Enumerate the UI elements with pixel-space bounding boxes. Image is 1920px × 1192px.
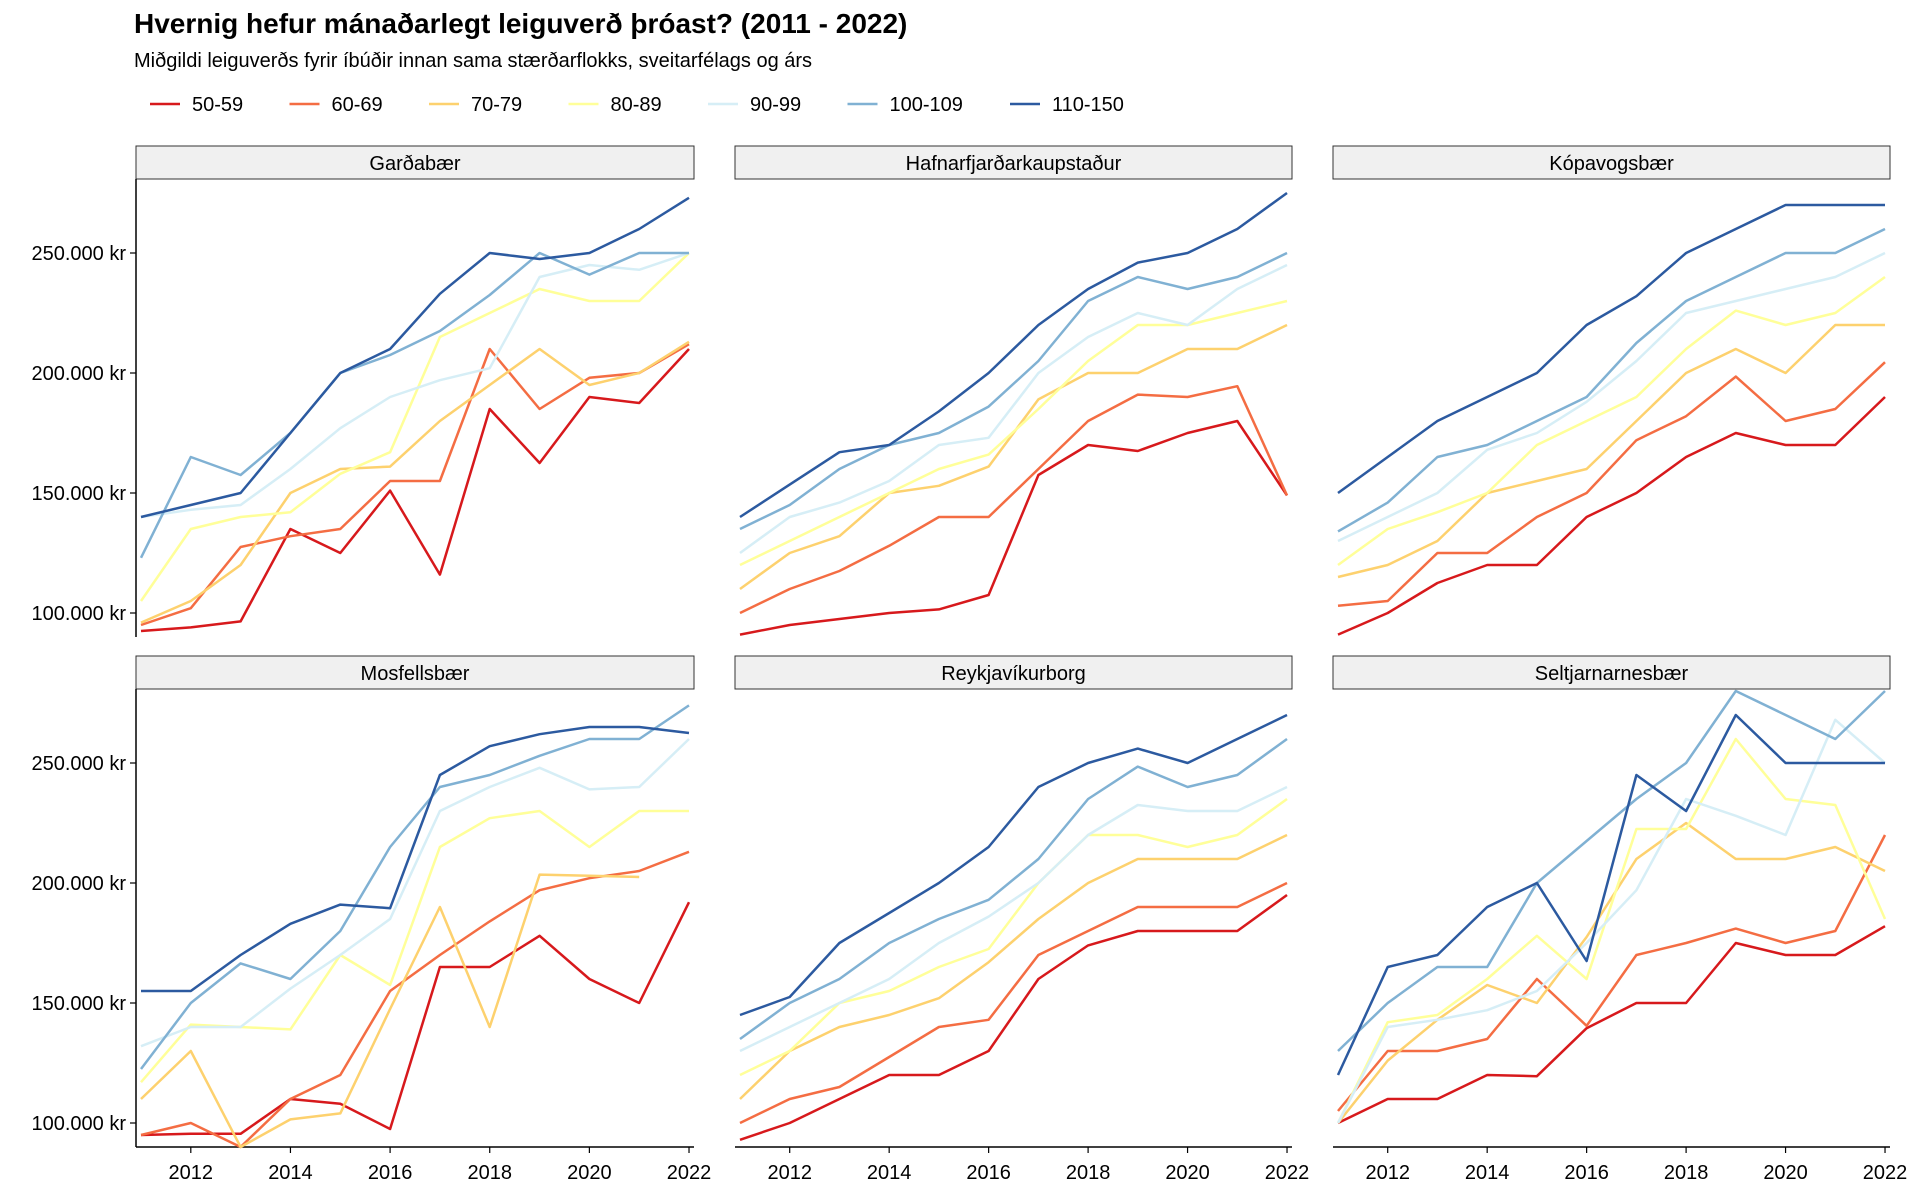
panel-6-x-tick-label: 2014 [1465, 1162, 1510, 1184]
chart-title: Hvernig hefur mánaðarlegt leiguverð þróa… [134, 8, 908, 39]
panel-3-series-80-89 [1337, 275, 1886, 567]
panel-4-strip-label: Mosfellsbær [361, 663, 470, 685]
panel-5-x-tick-label: 2020 [1165, 1162, 1210, 1184]
panel-6-strip [1332, 655, 1891, 690]
panel-1-series-110-150 [140, 196, 690, 519]
panel-4-series-50-59 [140, 901, 691, 1137]
panel-4-x-tick-label: 2016 [368, 1162, 413, 1184]
panel-3-series-90-99 [1337, 251, 1886, 543]
panel-5-x-tick-label: 2014 [867, 1162, 912, 1184]
panel-5-series-70-79 [739, 833, 1288, 1100]
panel-3-series-100-109 [1337, 227, 1886, 533]
legend-label-110-150: 110-150 [1052, 94, 1124, 116]
panel-1-strip-label: Garðabær [369, 153, 460, 175]
panel-4-y-tick-label: 100.000 kr [31, 1113, 126, 1135]
legend-label-80-89: 80-89 [611, 94, 662, 116]
panel-5-series-100-109 [739, 737, 1288, 1041]
legend-label-90-99: 90-99 [750, 94, 801, 116]
panel-6-series-100-109 [1337, 689, 1886, 1052]
panel-6-x-tick-label: 2012 [1365, 1162, 1410, 1184]
panel-4-x-tick-label: 2020 [567, 1162, 612, 1184]
panel-4-y-tick-label: 200.000 kr [31, 873, 126, 895]
panel-6-x-tick-label: 2020 [1763, 1162, 1808, 1184]
panel-2-series-50-59 [739, 419, 1289, 636]
panel-5-series-110-150 [739, 713, 1288, 1017]
panel-1-y-tick-label: 200.000 kr [31, 363, 126, 385]
panel-3-series-60-69 [1337, 361, 1886, 608]
panel-1-y-tick-label: 150.000 kr [31, 483, 126, 505]
panel-1-strip [135, 145, 695, 180]
chart-subtitle: Miðgildi leiguverðs fyrir íbúðir innan s… [134, 50, 813, 72]
panel-4-strip [135, 655, 695, 690]
panel-5-x-tick-label: 2022 [1265, 1162, 1310, 1184]
panel-3-series-50-59 [1337, 396, 1886, 636]
panel-4-series-90-99 [140, 738, 690, 1048]
panel-4-x-tick-label: 2018 [467, 1162, 512, 1184]
panel-6-series-90-99 [1336, 718, 1886, 1124]
panel-5-x-tick-label: 2016 [966, 1162, 1011, 1184]
panel-5-series-50-59 [739, 893, 1288, 1141]
panel-4-series-110-150 [141, 725, 690, 993]
panel-4-x-tick-label: 2022 [667, 1162, 712, 1184]
panel-2-strip-label: Hafnarfjarðarkaupstaður [906, 153, 1122, 175]
panel-3-strip [1332, 145, 1891, 180]
panel-2-series-110-150 [739, 191, 1288, 519]
panel-6-x-tick-label: 2016 [1564, 1162, 1609, 1184]
panel-6-series-50-59 [1337, 925, 1886, 1125]
panel-6-series-60-69 [1337, 834, 1887, 1112]
panel-3-series-70-79 [1337, 323, 1885, 579]
panel-5-strip [734, 655, 1293, 690]
panel-1-series-90-99 [140, 251, 690, 519]
panel-4-series-100-109 [140, 704, 690, 1070]
panel-6-series-110-150 [1336, 713, 1885, 1076]
panel-6-strip-label: Seltjarnarnesbær [1535, 663, 1689, 685]
panel-6-x-tick-label: 2022 [1863, 1162, 1908, 1184]
panel-2-series-90-99 [739, 263, 1288, 555]
panel-1-series-100-109 [139, 251, 689, 559]
panel-6-series-80-89 [1336, 737, 1887, 1124]
panel-5-series-80-89 [739, 797, 1288, 1077]
panel-4-x-tick-label: 2014 [268, 1162, 313, 1184]
legend-label-50-59: 50-59 [192, 94, 243, 116]
panel-2-strip [734, 145, 1293, 180]
panel-5-x-tick-label: 2018 [1066, 1162, 1111, 1184]
panel-6-x-tick-label: 2018 [1664, 1162, 1709, 1184]
panel-5-series-60-69 [739, 881, 1288, 1125]
panel-3-strip-label: Kópavogsbær [1549, 153, 1674, 175]
legend-label-60-69: 60-69 [332, 94, 383, 116]
panel-2-series-70-79 [739, 323, 1288, 591]
panel-2-series-60-69 [739, 384, 1289, 615]
panel-1-y-tick-label: 250.000 kr [31, 243, 126, 265]
panel-4-series-70-79 [140, 873, 640, 1149]
legend-label-70-79: 70-79 [471, 94, 522, 116]
panel-1-series-70-79 [140, 340, 690, 624]
panel-4-x-tick-label: 2012 [169, 1162, 214, 1184]
panel-4-y-tick-label: 150.000 kr [31, 993, 126, 1015]
panel-4-series-60-69 [140, 850, 690, 1149]
panel-2-series-80-89 [739, 299, 1288, 567]
panel-5-strip-label: Reykjavíkurborg [941, 663, 1086, 685]
panel-1-y-tick-label: 100.000 kr [31, 603, 126, 625]
panel-1-series-50-59 [140, 348, 690, 633]
panel-4-y-tick-label: 250.000 kr [31, 753, 126, 775]
panel-3-series-110-150 [1337, 203, 1885, 495]
panel-1-series-80-89 [139, 252, 690, 602]
panel-2-series-100-109 [739, 251, 1288, 531]
legend-label-100-109: 100-109 [890, 94, 963, 116]
panel-5-x-tick-label: 2012 [767, 1162, 812, 1184]
panel-5-series-90-99 [739, 785, 1288, 1053]
panel-4-series-80-89 [140, 809, 689, 1084]
panel-1-series-60-69 [140, 343, 690, 627]
panel-6-series-70-79 [1337, 821, 1886, 1124]
